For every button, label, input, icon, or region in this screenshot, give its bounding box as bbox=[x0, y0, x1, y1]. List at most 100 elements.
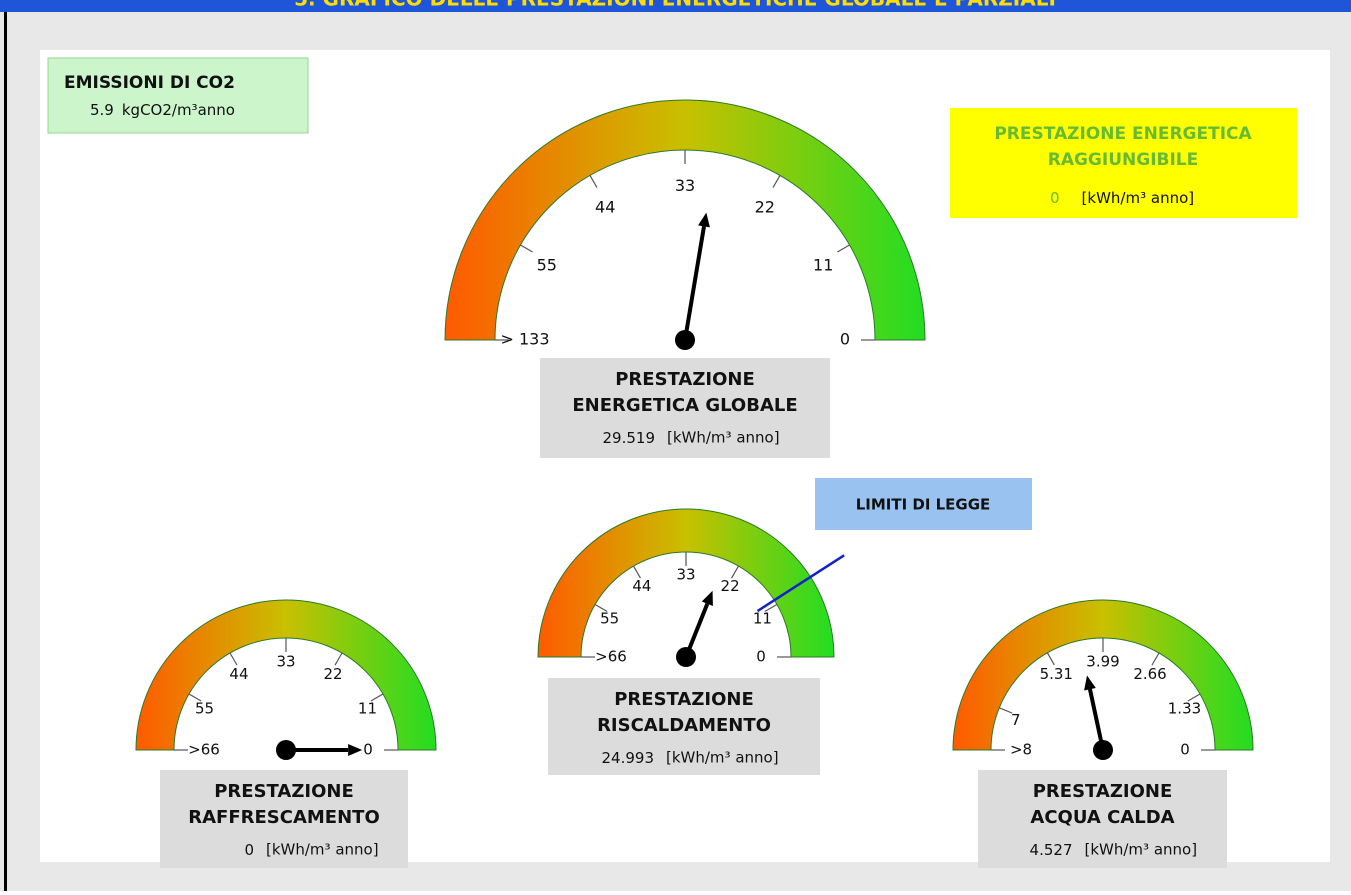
achievable-box bbox=[950, 108, 1297, 218]
gauge-tick-label: 55 bbox=[195, 699, 214, 717]
limit-box bbox=[815, 478, 1032, 530]
gauge-tick bbox=[229, 652, 238, 666]
gauge-tick-label: 44 bbox=[595, 197, 615, 216]
gauge-title: RISCALDAMENTO bbox=[597, 715, 771, 736]
gauge-tick-label: 55 bbox=[537, 256, 557, 275]
gauge-value: 0 bbox=[244, 841, 254, 859]
gauge-needle bbox=[1084, 675, 1113, 760]
gauge-unit: [kWh/m³ anno] bbox=[667, 429, 780, 447]
gauge-tick bbox=[520, 244, 533, 253]
gauge-tick bbox=[837, 244, 850, 253]
gauge-band bbox=[135, 599, 437, 751]
needle-hub bbox=[676, 647, 696, 667]
gauge-unit: [kWh/m³ anno] bbox=[666, 749, 779, 767]
needle-shaft bbox=[1088, 688, 1105, 751]
needle-head bbox=[701, 590, 713, 606]
frame-left bbox=[4, 12, 7, 891]
gauge-title: PRESTAZIONE bbox=[614, 689, 754, 710]
co2-title: EMISSIONI DI CO2 bbox=[64, 73, 235, 93]
gauge-title: PRESTAZIONE bbox=[214, 781, 354, 802]
gauge-value-line: 24.993 bbox=[602, 749, 655, 767]
gauge-title: PRESTAZIONE bbox=[615, 369, 755, 390]
gauge-tick bbox=[370, 693, 384, 702]
legal-limit-line bbox=[756, 554, 845, 613]
gauge-value-line: 4.527 bbox=[1030, 841, 1073, 859]
needle-head bbox=[698, 212, 710, 228]
gauge-tick-label: 1.33 bbox=[1168, 699, 1201, 717]
limit-label: LIMITI DI LEGGE bbox=[856, 496, 991, 514]
gauge-tick bbox=[632, 565, 642, 579]
gauge-tick bbox=[1046, 652, 1055, 666]
gauge-tick-label: 22 bbox=[755, 197, 775, 216]
gauge-tick-label: 0 bbox=[840, 330, 850, 349]
gauge-tick bbox=[594, 603, 608, 613]
gauge-needle bbox=[676, 590, 713, 667]
gauge-tick-label: >66 bbox=[188, 741, 220, 759]
co2-box bbox=[47, 57, 309, 134]
gauge-value-line: 0 bbox=[244, 841, 254, 859]
co2-value: 5.9 kgCO2/m³anno bbox=[90, 101, 235, 119]
gauge-tick bbox=[1187, 693, 1201, 702]
gauge-value: 29.519 bbox=[603, 429, 656, 447]
gauge-tick-label: >8 bbox=[1010, 741, 1032, 759]
gauge-tick-label: 44 bbox=[229, 665, 248, 683]
gauge-tick-label: 7 bbox=[1011, 711, 1021, 729]
gauge-tick bbox=[730, 565, 740, 579]
gauge-label-box bbox=[978, 770, 1227, 868]
gauge-title: ACQUA CALDA bbox=[1030, 807, 1174, 828]
gauge-band bbox=[952, 599, 1254, 751]
achievable-unit: [kWh/m³ anno] bbox=[1082, 189, 1195, 207]
gauge-tick bbox=[999, 707, 1013, 714]
needle-head bbox=[1084, 675, 1096, 691]
gauge-tick-label: 11 bbox=[753, 609, 772, 627]
gauge-tick-label: 0 bbox=[1180, 741, 1190, 759]
gauge-tick-label: 33 bbox=[676, 565, 695, 583]
gauge-unit: [kWh/m³ anno] bbox=[1085, 841, 1198, 859]
gauge-value: 4.527 bbox=[1030, 841, 1073, 859]
gauge-band bbox=[537, 508, 835, 658]
achievable-number: 0 bbox=[1050, 189, 1060, 207]
gauge-tick-label: 0 bbox=[756, 648, 766, 666]
gauge-tick-label: 2.66 bbox=[1133, 665, 1166, 683]
gauge-tick-label: 33 bbox=[675, 176, 695, 195]
gauge-tick bbox=[1151, 652, 1160, 666]
gauge-tick bbox=[188, 693, 202, 702]
gauge-title: ENERGETICA GLOBALE bbox=[572, 395, 797, 416]
needle-hub bbox=[675, 330, 695, 350]
needle-head bbox=[348, 744, 363, 756]
gauge-title: RAFFRESCAMENTO bbox=[188, 807, 380, 828]
achievable-title: PRESTAZIONE ENERGETICA bbox=[994, 124, 1252, 144]
gauge-tick-label: 22 bbox=[721, 577, 740, 595]
co2-number: 5.9 bbox=[90, 101, 114, 119]
needle-shaft bbox=[683, 226, 706, 341]
gauge-tick-label: 5.31 bbox=[1040, 665, 1073, 683]
gauge-tick-label: 11 bbox=[813, 256, 833, 275]
achievable-title: RAGGIUNGIBILE bbox=[1048, 150, 1199, 170]
achievable-value: 0 [kWh/m³ anno] bbox=[1050, 189, 1194, 207]
gauge-unit: [kWh/m³ anno] bbox=[266, 841, 379, 859]
gauge-tick-label: 11 bbox=[358, 699, 377, 717]
gauge-tick bbox=[589, 175, 598, 188]
gauge-label-box bbox=[540, 358, 830, 458]
gauge-title: PRESTAZIONE bbox=[1033, 781, 1173, 802]
gauge-value: 24.993 bbox=[602, 749, 655, 767]
co2-unit: kgCO2/m³anno bbox=[122, 101, 235, 119]
gauge-label-box bbox=[160, 770, 408, 868]
gauge-tick-label: 44 bbox=[632, 577, 651, 595]
needle-hub bbox=[1093, 740, 1113, 760]
gauge-band bbox=[444, 99, 926, 341]
gauge-tick-label: 55 bbox=[600, 609, 619, 627]
gauge-tick bbox=[764, 603, 778, 613]
gauge-tick bbox=[772, 175, 781, 188]
gauge-tick-label: >66 bbox=[595, 648, 627, 666]
gauge-needle bbox=[675, 212, 710, 350]
gauge-tick bbox=[334, 652, 343, 666]
gauge-tick-label: 22 bbox=[323, 665, 342, 683]
gauge-tick-label: 0 bbox=[363, 741, 373, 759]
gauge-label-box bbox=[548, 678, 820, 775]
gauge-tick-label: 3.99 bbox=[1086, 652, 1119, 670]
gauge-tick-label: > 133 bbox=[500, 330, 549, 349]
gauge-value-line: 29.519 bbox=[603, 429, 656, 447]
